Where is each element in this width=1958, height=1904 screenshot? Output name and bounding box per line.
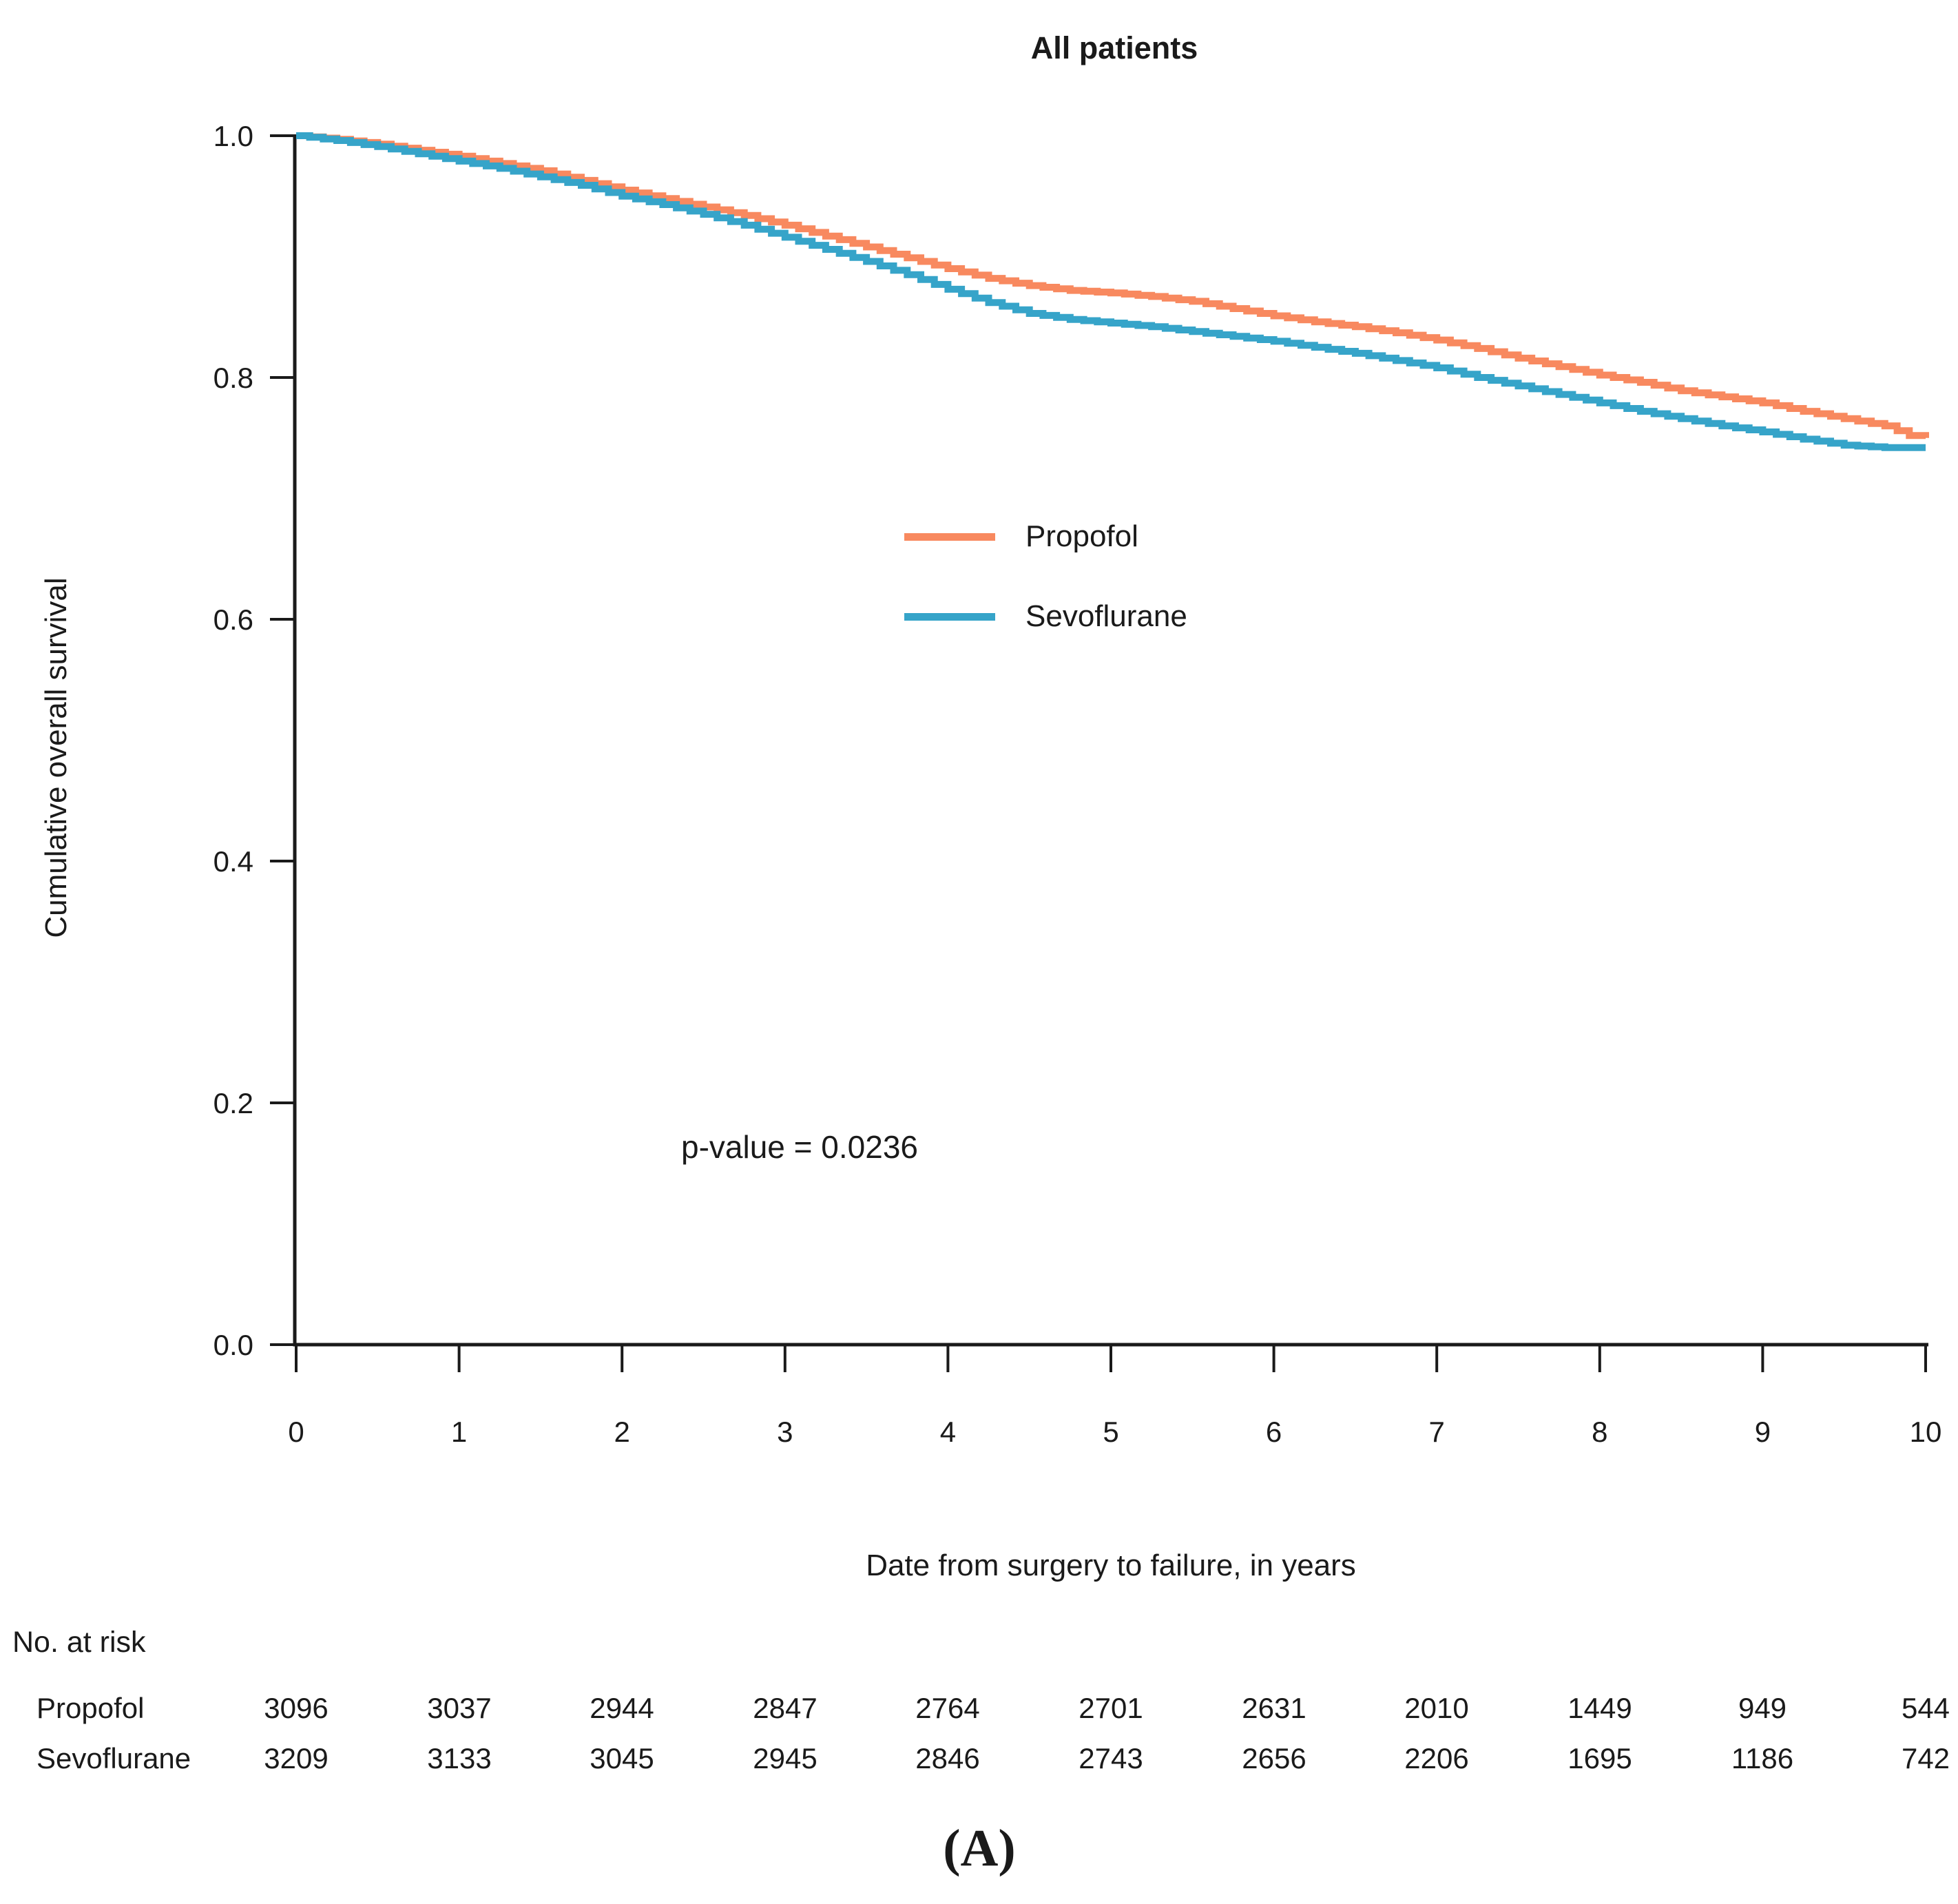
risk-count: 1695 bbox=[1568, 1742, 1632, 1774]
x-tick-label: 9 bbox=[1755, 1416, 1771, 1448]
risk-count: 2743 bbox=[1079, 1742, 1143, 1774]
legend-item-propofol: Propofol bbox=[904, 516, 1138, 557]
x-tick-label: 8 bbox=[1592, 1416, 1607, 1448]
x-tick-label: 5 bbox=[1103, 1416, 1118, 1448]
risk-count: 2945 bbox=[753, 1742, 817, 1774]
y-tick-label: 0.2 bbox=[213, 1087, 253, 1119]
risk-row-propofol: Propofol 3096 3037 2944 2847 2764 2701 2… bbox=[0, 1692, 1958, 1726]
risk-count: 3133 bbox=[427, 1742, 492, 1774]
risk-count: 1186 bbox=[1731, 1742, 1794, 1774]
sevoflurane-curve bbox=[296, 132, 1926, 451]
risk-row-sevoflurane: Sevoflurane 3209 3133 3045 2945 2846 274… bbox=[0, 1742, 1958, 1777]
page-title: All patients bbox=[1030, 30, 1198, 65]
risk-count: 2701 bbox=[1079, 1692, 1143, 1724]
y-tick-label: 0.0 bbox=[213, 1329, 253, 1361]
x-tick-label: 7 bbox=[1429, 1416, 1445, 1448]
legend-item-sevoflurane: Sevoflurane bbox=[904, 596, 1187, 637]
x-tick-label: 6 bbox=[1266, 1416, 1282, 1448]
risk-table-header: No. at risk bbox=[12, 1626, 146, 1659]
panel-caption: (A) bbox=[943, 1819, 1016, 1877]
y-tick-label: 0.6 bbox=[213, 603, 253, 636]
risk-count: 3045 bbox=[590, 1742, 654, 1774]
risk-count: 3096 bbox=[264, 1692, 329, 1724]
legend-label: Propofol bbox=[1025, 519, 1138, 553]
risk-count: 2206 bbox=[1404, 1742, 1469, 1774]
y-tick-label: 0.4 bbox=[213, 845, 253, 878]
risk-count: 1449 bbox=[1568, 1692, 1632, 1724]
risk-count: 2010 bbox=[1404, 1692, 1469, 1724]
axis-lines bbox=[293, 134, 1928, 1347]
risk-count: 742 bbox=[1901, 1742, 1950, 1774]
risk-count: 2847 bbox=[753, 1692, 817, 1724]
x-tick-label: 2 bbox=[614, 1416, 630, 1448]
x-tick-label: 0 bbox=[288, 1416, 304, 1448]
risk-count: 544 bbox=[1901, 1692, 1950, 1724]
x-tick-label: 4 bbox=[940, 1416, 956, 1448]
risk-count: 2764 bbox=[915, 1692, 980, 1724]
y-axis-label: Cumulative overall survival bbox=[39, 577, 73, 938]
risk-count: 2631 bbox=[1242, 1692, 1306, 1724]
x-tick-label: 1 bbox=[451, 1416, 467, 1448]
risk-row-label: Propofol bbox=[37, 1692, 145, 1724]
x-tick-label: 10 bbox=[1910, 1416, 1942, 1448]
risk-row-label: Sevoflurane bbox=[37, 1742, 191, 1774]
x-axis-label: Date from surgery to failure, in years bbox=[866, 1549, 1356, 1582]
risk-count: 3209 bbox=[264, 1742, 329, 1774]
x-tick-label: 3 bbox=[777, 1416, 793, 1448]
risk-count: 2846 bbox=[915, 1742, 980, 1774]
propofol-line-swatch bbox=[904, 532, 995, 541]
propofol-curve bbox=[296, 132, 1929, 439]
risk-count: 949 bbox=[1738, 1692, 1787, 1724]
risk-count: 2656 bbox=[1242, 1742, 1306, 1774]
p-value-annotation: p-value = 0.0236 bbox=[681, 1129, 918, 1165]
y-tick-label: 1.0 bbox=[213, 120, 253, 152]
legend-label: Sevoflurane bbox=[1025, 599, 1187, 633]
risk-count: 3037 bbox=[427, 1692, 492, 1724]
y-tick-label: 0.8 bbox=[213, 362, 253, 394]
sevoflurane-line-swatch bbox=[904, 612, 995, 621]
risk-count: 2944 bbox=[590, 1692, 654, 1724]
